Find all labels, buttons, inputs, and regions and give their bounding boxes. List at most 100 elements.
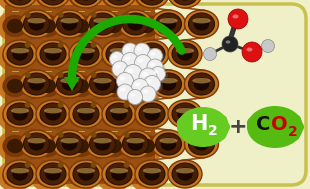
Ellipse shape [148, 61, 165, 76]
Ellipse shape [177, 107, 229, 147]
Ellipse shape [150, 63, 155, 67]
Polygon shape [63, 82, 66, 90]
Ellipse shape [44, 48, 62, 53]
Ellipse shape [2, 0, 28, 7]
Ellipse shape [161, 137, 176, 151]
Ellipse shape [0, 100, 33, 132]
Circle shape [193, 110, 203, 121]
Ellipse shape [73, 19, 89, 33]
Circle shape [91, 42, 97, 48]
Ellipse shape [139, 103, 165, 125]
Ellipse shape [124, 67, 145, 84]
Polygon shape [50, 68, 73, 70]
Ellipse shape [232, 15, 238, 19]
Ellipse shape [40, 169, 56, 183]
Ellipse shape [40, 103, 66, 125]
Polygon shape [162, 142, 165, 150]
Polygon shape [162, 52, 165, 60]
Ellipse shape [27, 18, 46, 23]
Circle shape [188, 130, 197, 140]
Ellipse shape [144, 167, 160, 181]
Ellipse shape [73, 79, 89, 93]
Ellipse shape [139, 49, 155, 63]
Ellipse shape [45, 47, 61, 61]
Ellipse shape [102, 40, 136, 68]
Ellipse shape [96, 70, 132, 102]
Polygon shape [96, 112, 99, 120]
Ellipse shape [172, 103, 198, 125]
Ellipse shape [44, 108, 62, 113]
Ellipse shape [135, 75, 160, 97]
Polygon shape [5, 5, 155, 184]
Circle shape [281, 111, 292, 122]
Ellipse shape [106, 79, 122, 93]
Ellipse shape [7, 49, 23, 63]
Ellipse shape [176, 168, 194, 174]
Ellipse shape [36, 160, 70, 188]
Polygon shape [110, 10, 118, 12]
Polygon shape [16, 98, 40, 100]
Polygon shape [116, 38, 139, 40]
Ellipse shape [153, 70, 158, 74]
Polygon shape [11, 40, 19, 42]
Circle shape [279, 132, 290, 143]
Ellipse shape [96, 130, 132, 162]
Ellipse shape [102, 160, 136, 188]
Ellipse shape [62, 17, 77, 31]
Polygon shape [30, 22, 33, 30]
Ellipse shape [69, 0, 94, 7]
Circle shape [58, 132, 64, 138]
Circle shape [58, 102, 64, 108]
Polygon shape [143, 40, 151, 42]
Ellipse shape [73, 0, 99, 5]
Ellipse shape [168, 0, 202, 8]
Polygon shape [50, 38, 73, 40]
Polygon shape [30, 172, 33, 180]
Circle shape [91, 12, 97, 18]
Circle shape [58, 42, 64, 48]
Ellipse shape [96, 160, 132, 189]
Ellipse shape [45, 167, 61, 181]
Ellipse shape [102, 0, 136, 8]
Ellipse shape [90, 73, 116, 95]
Ellipse shape [60, 138, 79, 143]
Ellipse shape [194, 17, 209, 31]
Ellipse shape [144, 0, 160, 1]
Ellipse shape [129, 160, 165, 189]
Ellipse shape [73, 109, 89, 123]
Ellipse shape [159, 138, 178, 143]
Polygon shape [116, 8, 139, 10]
Ellipse shape [143, 90, 148, 94]
Ellipse shape [29, 77, 44, 91]
Circle shape [147, 59, 163, 75]
Ellipse shape [96, 10, 132, 42]
Ellipse shape [12, 0, 28, 1]
Ellipse shape [168, 160, 202, 188]
Ellipse shape [122, 73, 148, 95]
Ellipse shape [30, 40, 66, 72]
Ellipse shape [3, 160, 37, 188]
Polygon shape [44, 70, 52, 72]
Ellipse shape [3, 100, 37, 128]
Ellipse shape [11, 108, 29, 113]
Ellipse shape [152, 10, 185, 38]
Ellipse shape [140, 70, 159, 87]
Ellipse shape [101, 75, 126, 97]
Ellipse shape [177, 107, 193, 121]
Circle shape [58, 72, 64, 78]
Polygon shape [11, 10, 19, 12]
Ellipse shape [135, 0, 169, 8]
Polygon shape [110, 160, 118, 162]
Polygon shape [148, 128, 172, 130]
Ellipse shape [7, 79, 23, 93]
Ellipse shape [152, 70, 185, 98]
Ellipse shape [24, 73, 50, 95]
Ellipse shape [69, 0, 103, 8]
Circle shape [131, 78, 148, 95]
Ellipse shape [193, 138, 210, 143]
Ellipse shape [159, 78, 178, 84]
Ellipse shape [193, 18, 210, 23]
Ellipse shape [12, 107, 28, 121]
Ellipse shape [110, 168, 128, 174]
Ellipse shape [184, 10, 219, 38]
